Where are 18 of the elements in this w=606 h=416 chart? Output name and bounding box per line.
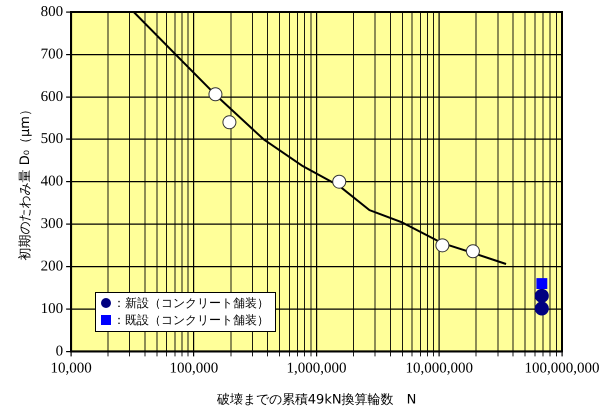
legend-label: ：既設（コンクリート舗装） (113, 313, 270, 328)
y-tick-label: 100 (40, 300, 64, 317)
x-tick-label: 100,000 (169, 360, 218, 376)
y-tick-label: 500 (40, 131, 64, 148)
x-tick-label: 1,000,000 (286, 360, 347, 376)
y-tick-label: 0 (56, 343, 64, 360)
legend-label: ：新設（コンクリート舗装） (113, 296, 270, 310)
y-tick-label: 800 (40, 4, 64, 20)
y-tick-label: 600 (40, 88, 64, 105)
y-tick-label: 200 (40, 258, 64, 274)
y-tick-label: 400 (40, 174, 64, 190)
y-axis-title: 初期のたわみ量 D₀（μm） (18, 103, 34, 260)
x-tick-label: 10,000 (50, 360, 92, 376)
y-tick-label: 700 (40, 46, 64, 62)
x-axis-title: 破壊までの累積49kN換算輪数 N (216, 392, 416, 408)
x-tick-label: 10,000,000 (406, 360, 474, 376)
x-tick-label: 100,000,000 (524, 360, 600, 376)
y-tick-label: 300 (40, 216, 64, 232)
